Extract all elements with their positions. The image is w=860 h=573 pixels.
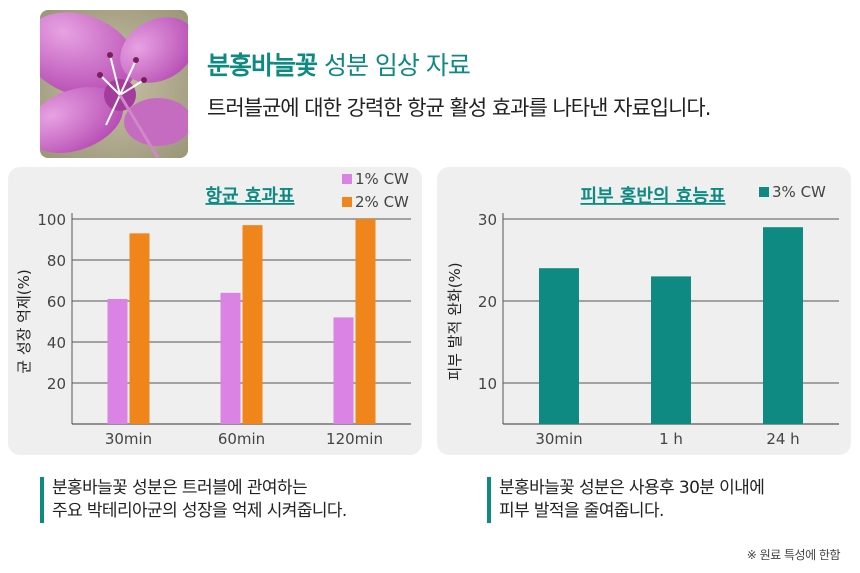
y-tick-label: 10 xyxy=(478,375,497,393)
y-tick-label: 30 xyxy=(478,211,497,229)
legend-swatch xyxy=(342,197,352,207)
y-tick-label: 20 xyxy=(478,293,497,311)
bar xyxy=(242,225,263,424)
x-tick-label: 24 h xyxy=(766,430,799,448)
flower-photo xyxy=(40,10,188,158)
y-tick-label: 20 xyxy=(47,375,66,393)
page-title: 분홍바늘꽃 성분 임상 자료 xyxy=(207,46,471,82)
legend-label: 1% CW xyxy=(355,170,409,188)
bar xyxy=(107,298,128,424)
bar xyxy=(333,317,354,424)
y-tick-label: 80 xyxy=(47,252,66,270)
y-tick-label: 60 xyxy=(47,293,66,311)
bar xyxy=(651,276,691,424)
title-highlight: 분홍바늘꽃 xyxy=(207,51,318,80)
x-tick-label: 30min xyxy=(105,430,152,448)
note-left: 분홍바늘꽃 성분은 트러블에 관여하는 주요 박테리아균의 성장을 억제 시켜줍… xyxy=(40,477,347,523)
x-tick-label: 30min xyxy=(535,430,582,448)
legend-swatch xyxy=(759,187,769,197)
legend-label: 2% CW xyxy=(355,193,409,211)
x-tick-label: 1 h xyxy=(659,430,683,448)
legend-label: 3% CW xyxy=(772,183,826,201)
title-rest: 성분 임상 자료 xyxy=(317,51,471,80)
legend-swatch xyxy=(342,174,352,184)
bar xyxy=(355,219,376,424)
note-right-line-1: 분홍바늘꽃 성분은 사용후 30분 이내에 xyxy=(499,478,765,498)
bar xyxy=(220,292,241,424)
y-axis-label: 피부 발적 완화(%) xyxy=(446,262,464,380)
footnote: ※ 원료 특성에 한함 xyxy=(746,548,841,562)
bar xyxy=(539,268,579,424)
bar xyxy=(129,233,150,424)
chart-title: 피부 홍반의 효능표 xyxy=(580,185,725,207)
note-left-line-1: 분홍바늘꽃 성분은 트러블에 관여하는 xyxy=(52,478,308,498)
note-right: 분홍바늘꽃 성분은 사용후 30분 이내에 피부 발적을 줄여줍니다. xyxy=(487,477,765,523)
note-left-line-2: 주요 박테리아균의 성장을 억제 시켜줍니다. xyxy=(52,501,347,521)
bar xyxy=(763,227,803,424)
y-tick-label: 100 xyxy=(37,211,66,229)
chart-title: 항균 효과표 xyxy=(205,186,294,207)
page-subtitle: 트러블균에 대한 강력한 항균 활성 효과를 나타낸 자료입니다. xyxy=(207,96,711,120)
x-tick-label: 60min xyxy=(218,430,265,448)
x-tick-label: 120min xyxy=(326,430,383,448)
y-axis-label: 균 성장 억제(%) xyxy=(15,269,33,374)
note-right-line-2: 피부 발적을 줄여줍니다. xyxy=(499,501,664,521)
y-tick-label: 40 xyxy=(47,334,66,352)
